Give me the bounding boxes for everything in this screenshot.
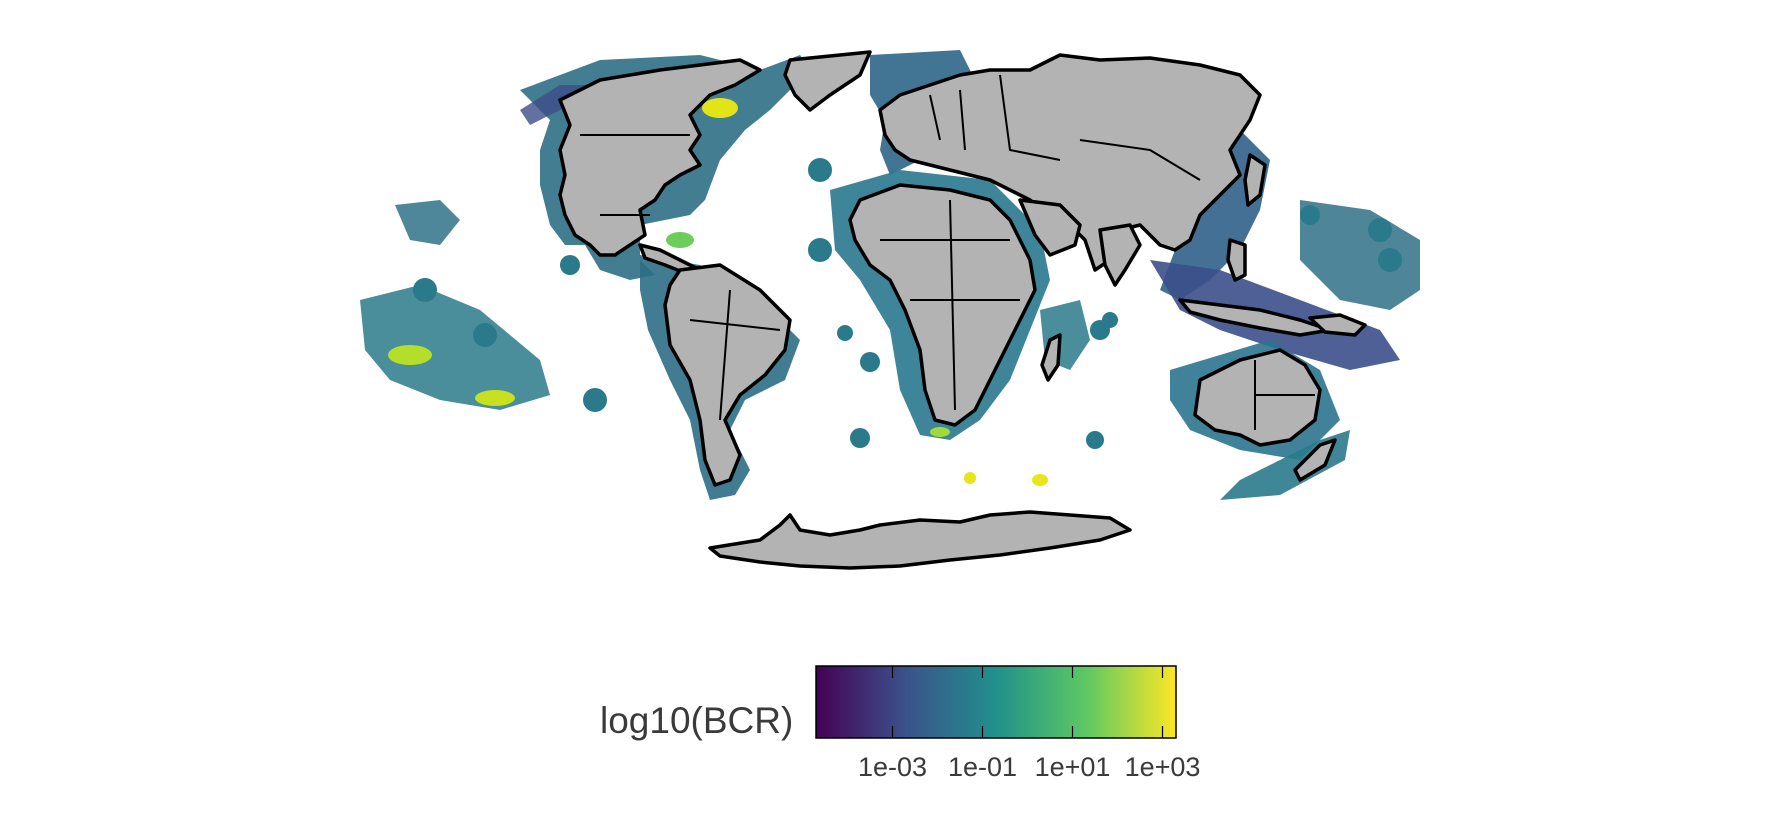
map-svg <box>360 50 1420 570</box>
border-sa-1 <box>689 319 781 331</box>
border-china <box>1079 139 1201 181</box>
bcr-island-pacific-3 <box>473 323 497 347</box>
bcr-island-ascension <box>837 325 853 341</box>
land-antarctica <box>708 510 1132 570</box>
land-madagascar <box>1040 333 1062 382</box>
land-greenland <box>783 50 872 112</box>
bcr-hotspot-caribbean <box>666 232 694 248</box>
land-japan <box>1243 153 1267 207</box>
border-africa-2 <box>949 199 956 411</box>
bcr-island-st-helena <box>860 352 880 372</box>
colorbar-tick-label: 1e+03 <box>1124 752 1201 782</box>
bcr-hotspot-kerguelen <box>1032 474 1048 486</box>
land-new-guinea <box>1308 313 1367 337</box>
world-map <box>360 50 1420 570</box>
land-philippines <box>1226 238 1247 282</box>
colorbar <box>815 665 1177 739</box>
bcr-island-galapagos <box>583 388 607 412</box>
bcr-band-south-pacific <box>360 285 550 410</box>
land-eurasia <box>878 53 1262 272</box>
legend-title: log10(BCR) <box>600 700 794 741</box>
bcr-hotspot-south-georgia <box>964 472 976 484</box>
border-sa-2 <box>719 289 731 421</box>
bcr-island-indian-1 <box>1102 312 1118 328</box>
bcr-island-azores <box>808 158 832 182</box>
land-africa <box>848 183 1037 427</box>
land-new-zealand <box>1293 438 1337 482</box>
border-europe-2 <box>959 89 966 151</box>
colorbar-ticks <box>891 666 1164 738</box>
bcr-island-pacific-1 <box>560 255 580 275</box>
border-russia <box>999 74 1061 161</box>
bcr-island-pacific-5 <box>1368 218 1392 242</box>
bcr-island-pacific-2 <box>413 278 437 302</box>
bcr-island-mauritius <box>1086 431 1104 449</box>
land-arabia <box>1018 198 1082 257</box>
bcr-island-cape-verde <box>808 238 832 262</box>
bcr-hotspot-south-pacific <box>475 390 515 406</box>
land-australia <box>1193 348 1322 447</box>
bcr-hotspot-hudson <box>702 98 738 118</box>
colorbar-gradient <box>815 665 1177 739</box>
land-india <box>1098 223 1142 287</box>
bcr-island-tristan <box>850 428 870 448</box>
land-north-america <box>558 58 762 257</box>
bcr-hotspot-west-africa <box>930 427 950 437</box>
bcr-hotspot-polynesia <box>388 345 432 365</box>
land-layer <box>558 50 1367 570</box>
colorbar-legend: log10(BCR) 1e-03 1e-01 1e+01 1e+03 <box>0 640 1771 820</box>
bcr-island-pacific-6 <box>1378 248 1402 272</box>
land-indonesia <box>1178 298 1332 337</box>
colorbar-tick-label: 1e-01 <box>947 752 1018 782</box>
colorbar-tick-label: 1e-03 <box>857 752 928 782</box>
border-europe-1 <box>929 94 941 141</box>
colorbar-tick-label: 1e+01 <box>1034 752 1111 782</box>
country-borders <box>580 74 1315 430</box>
border-australia <box>1254 360 1315 430</box>
bcr-band-hawaii <box>395 200 460 245</box>
bcr-island-pacific-4 <box>1300 205 1320 225</box>
